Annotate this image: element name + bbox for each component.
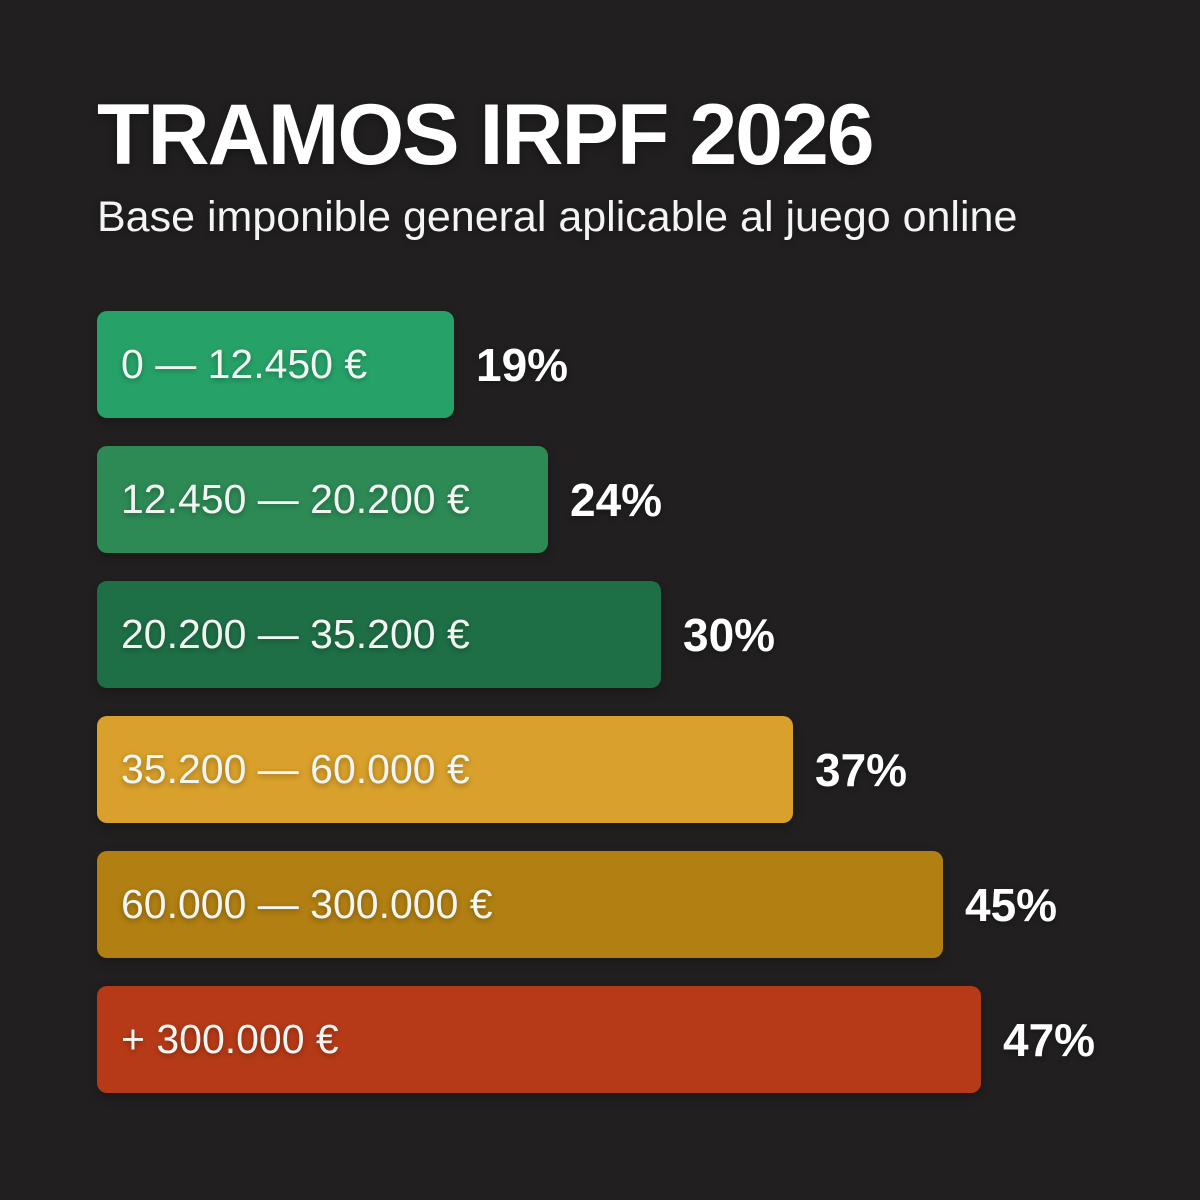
bracket-bar: 12.450 — 20.200 € (97, 446, 548, 554)
bracket-range-label: + 300.000 € (121, 1016, 339, 1063)
tax-bracket-bar-chart: 0 — 12.450 € 19% 12.450 — 20.200 € 24% 20.20… (97, 311, 1103, 1121)
bar-row: 0 — 12.450 € 19% (97, 311, 1103, 419)
rate-value-label: 30% (683, 608, 776, 661)
page-title: TRAMOS IRPF 2026 (97, 87, 875, 183)
page-subtitle: Base imponible general aplicable al jueg… (97, 193, 1018, 241)
bracket-range-label: 35.200 — 60.000 € (121, 746, 470, 793)
rate-value-label: 24% (570, 473, 663, 526)
bracket-range-label: 60.000 — 300.000 € (121, 881, 493, 928)
bracket-range-label: 0 — 12.450 € (121, 341, 368, 388)
bar-row: 20.200 — 35.200 € 30% (97, 581, 1103, 689)
bracket-bar: 60.000 — 300.000 € (97, 851, 943, 959)
bracket-range-label: 20.200 — 35.200 € (121, 611, 470, 658)
bar-row: 12.450 — 20.200 € 24% (97, 446, 1103, 554)
bracket-bar: 20.200 — 35.200 € (97, 581, 661, 689)
bar-row: + 300.000 € 47% (97, 986, 1103, 1094)
rate-value-label: 47% (1003, 1013, 1096, 1066)
bracket-range-label: 12.450 — 20.200 € (121, 476, 470, 523)
rate-value-label: 37% (815, 743, 908, 796)
bar-row: 60.000 — 300.000 € 45% (97, 851, 1103, 959)
rate-value-label: 45% (965, 878, 1058, 931)
bracket-bar: 0 — 12.450 € (97, 311, 454, 419)
rate-value-label: 19% (476, 338, 569, 391)
bracket-bar: + 300.000 € (97, 986, 981, 1094)
bracket-bar: 35.200 — 60.000 € (97, 716, 793, 824)
bar-row: 35.200 — 60.000 € 37% (97, 716, 1103, 824)
